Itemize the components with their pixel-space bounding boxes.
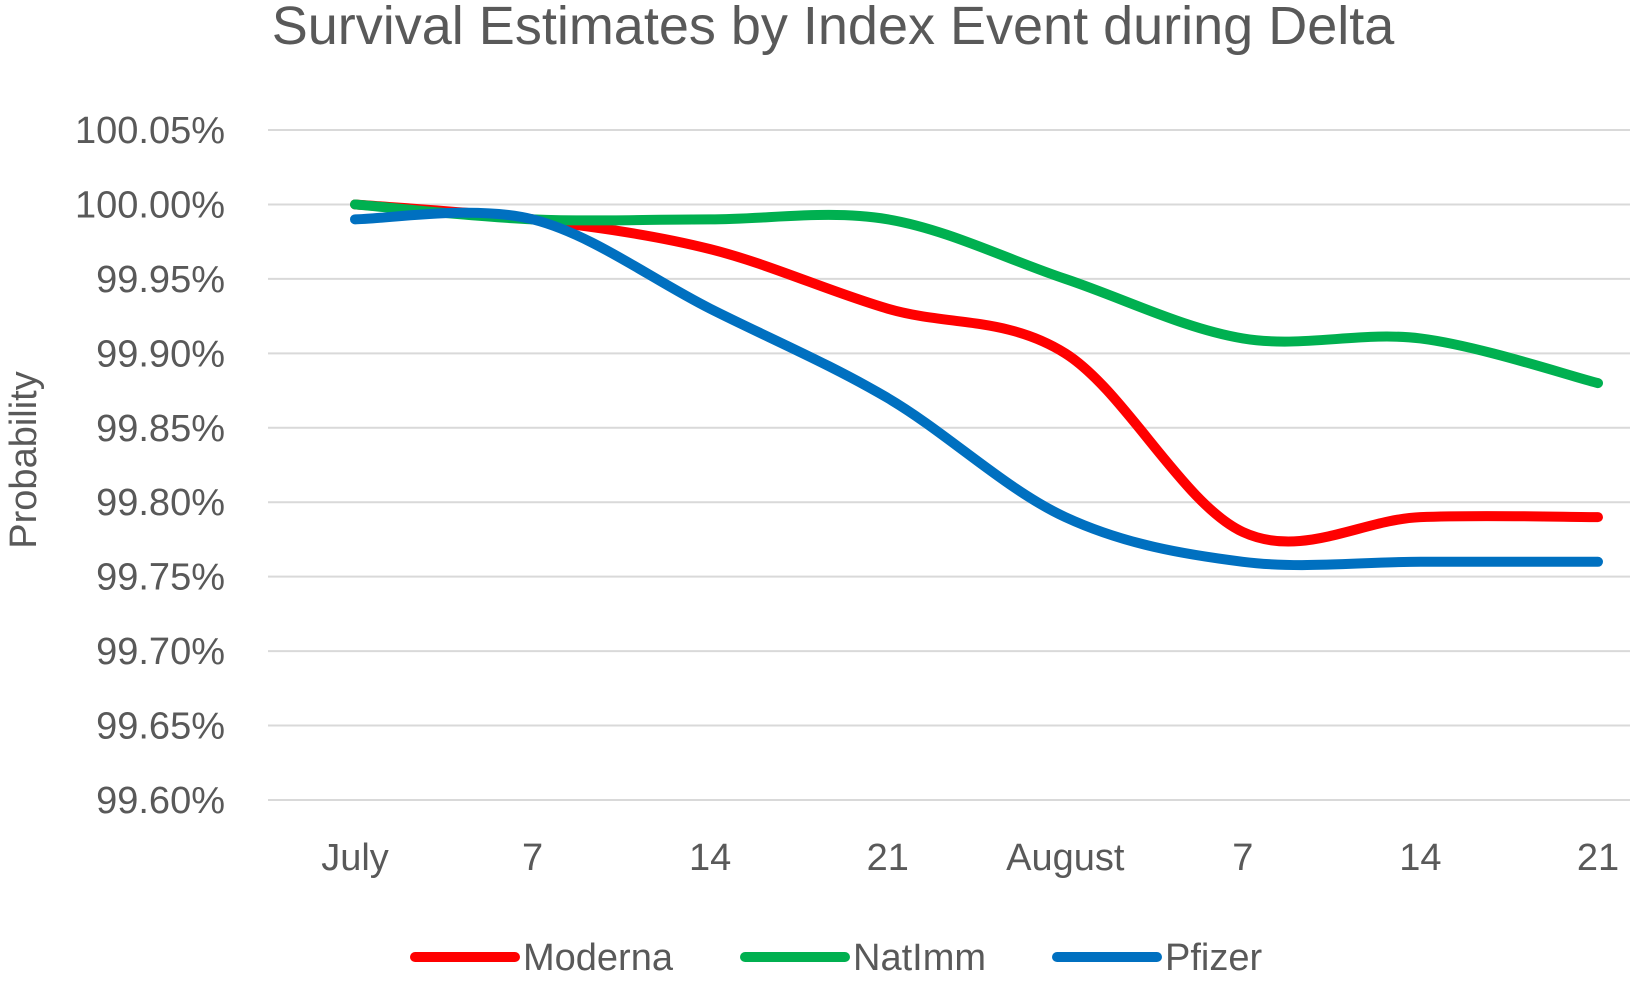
y-tick-label: 99.85% bbox=[96, 408, 225, 450]
x-tick-label: 14 bbox=[689, 837, 731, 879]
y-tick-label: 99.80% bbox=[96, 482, 225, 524]
y-tick-label: 100.00% bbox=[75, 184, 225, 226]
series-line-moderna bbox=[350, 199, 1603, 547]
legend: Moderna NatImm Pfizer bbox=[410, 937, 1262, 979]
x-tick-label: August bbox=[1006, 837, 1125, 879]
y-axis-ticks: 100.05% 100.00% 99.95% 99.90% 99.85% 99.80% 99… bbox=[75, 110, 225, 822]
x-tick-label: 7 bbox=[1232, 837, 1253, 879]
legend-label-natimm: NatImm bbox=[853, 937, 986, 979]
y-tick-label: 99.75% bbox=[96, 557, 225, 599]
y-tick-label: 99.60% bbox=[96, 780, 225, 822]
y-tick-label: 99.90% bbox=[96, 333, 225, 375]
y-tick-label: 100.05% bbox=[75, 110, 225, 152]
gridlines bbox=[268, 129, 1630, 801]
legend-label-moderna: Moderna bbox=[523, 937, 674, 979]
y-tick-label: 99.70% bbox=[96, 631, 225, 673]
series-line-pfizer bbox=[350, 207, 1603, 571]
series-line-natimm bbox=[350, 199, 1603, 389]
series-lines bbox=[350, 199, 1603, 571]
x-tick-label: 14 bbox=[1399, 837, 1441, 879]
x-tick-label: 21 bbox=[867, 837, 909, 879]
chart-title: Survival Estimates by Index Event during… bbox=[272, 0, 1395, 56]
x-axis-ticks: July 7 14 21 August 7 14 21 bbox=[321, 837, 1619, 879]
y-tick-label: 99.65% bbox=[96, 706, 225, 748]
y-tick-label: 99.95% bbox=[96, 259, 225, 301]
x-tick-label: 21 bbox=[1577, 837, 1619, 879]
legend-label-pfizer: Pfizer bbox=[1165, 937, 1262, 979]
x-tick-label: July bbox=[321, 837, 389, 879]
y-axis-label: Probability bbox=[3, 371, 45, 548]
x-tick-label: 7 bbox=[522, 837, 543, 879]
